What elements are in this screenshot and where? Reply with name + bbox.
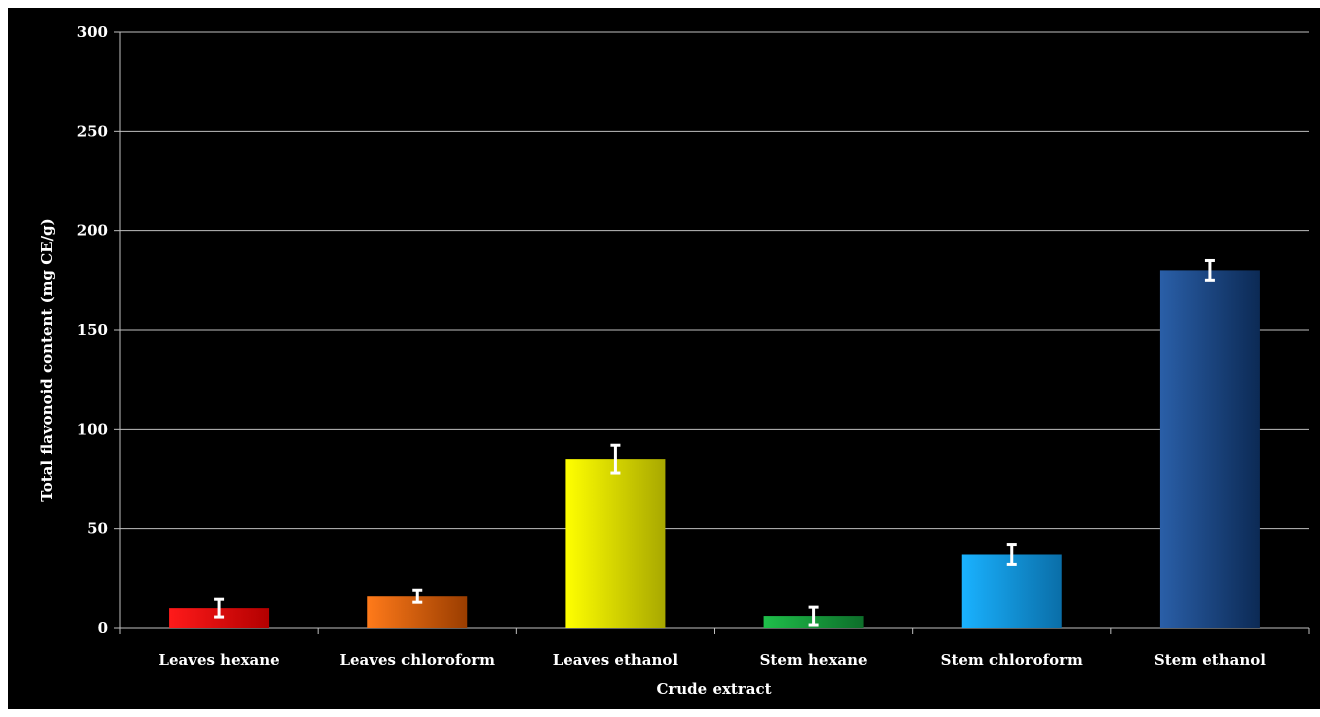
y-tick-label: 0	[98, 619, 108, 637]
x-category-label: Stem hexane	[760, 651, 868, 669]
error-bar	[1204, 258, 1215, 282]
x-category-label: Stem ethanol	[1154, 651, 1266, 669]
bar-stem-chloroform	[961, 554, 1062, 628]
y-tick-label: 100	[77, 420, 108, 438]
error-bar	[214, 597, 225, 619]
x-category-label: Leaves chloroform	[339, 651, 495, 669]
grid-lines	[120, 31, 1309, 530]
x-axis-title: Crude extract	[656, 680, 771, 698]
y-tick-label: 300	[77, 23, 108, 41]
axes	[114, 31, 1310, 634]
error-bar	[808, 605, 819, 627]
bar-stem-ethanol	[1159, 270, 1260, 628]
bars	[169, 270, 1260, 628]
y-tick-label: 50	[87, 520, 108, 538]
bar-leaves-ethanol	[565, 459, 666, 628]
y-tick-label: 150	[77, 321, 108, 339]
y-axis-title: Total flavonoid content (mg CE/g)	[38, 218, 56, 501]
y-tick-label: 250	[77, 122, 108, 140]
error-bar	[412, 588, 423, 604]
flavonoid-bar-chart: 0 50 100 150 200 250 300 Leaves hexane Leaves ch…	[38, 23, 1310, 698]
chart-frame: 0 50 100 150 200 250 300 Leaves hexane Leaves ch…	[8, 8, 1320, 709]
x-category-label: Leaves hexane	[158, 651, 279, 669]
error-bars	[214, 258, 1215, 627]
x-category-label: Leaves ethanol	[553, 651, 679, 669]
error-bar	[610, 443, 621, 475]
x-category-label: Stem chloroform	[941, 651, 1083, 669]
error-bar	[1006, 543, 1017, 566]
labels: 0 50 100 150 200 250 300 Leaves hexane Leaves ch…	[77, 23, 1267, 669]
y-tick-label: 200	[77, 222, 108, 240]
